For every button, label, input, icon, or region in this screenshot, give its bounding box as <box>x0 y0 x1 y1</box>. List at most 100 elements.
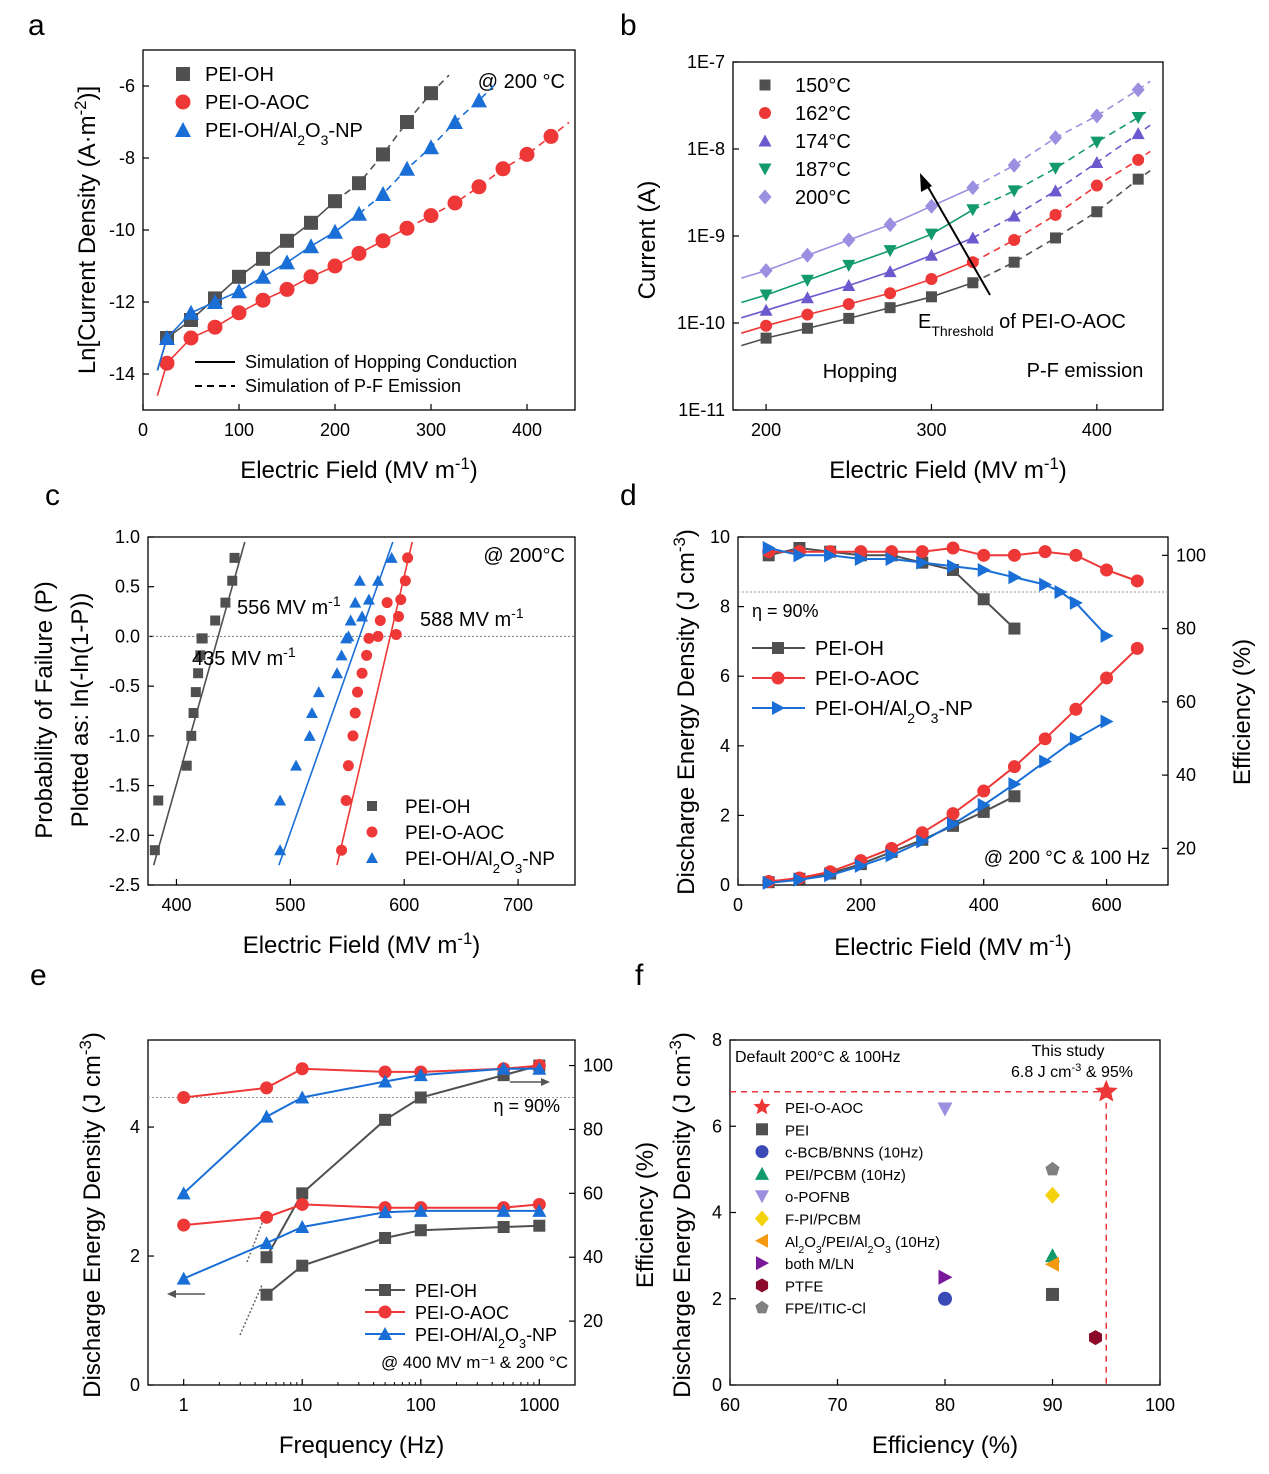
text-run: -3 <box>670 537 689 552</box>
data-point <box>966 231 980 244</box>
data-point <box>149 845 160 856</box>
data-point <box>279 281 295 297</box>
data-point <box>532 1061 547 1075</box>
data-point <box>190 687 201 698</box>
text-run: O <box>804 1234 816 1251</box>
data-point <box>344 614 357 626</box>
text-run: -1 <box>457 929 472 948</box>
data-point <box>305 706 318 718</box>
data-point <box>471 92 487 108</box>
data-point <box>824 548 838 563</box>
eta-label: η = 90% <box>752 601 819 621</box>
data-point <box>335 649 348 661</box>
data-point <box>843 312 855 324</box>
y-tick-label: 10 <box>710 527 730 547</box>
data-point <box>183 330 199 346</box>
plot-frame <box>737 536 1169 886</box>
data-point <box>1008 570 1022 585</box>
text-run: PEI-OH/Al <box>815 698 907 720</box>
data-point <box>375 233 391 249</box>
data-point <box>188 707 199 718</box>
data-point <box>1131 127 1145 140</box>
panel-f: 60 70 80 90 100 0 2 4 6 8 Efficiency (%) Discharge … <box>666 1030 1176 1459</box>
data-point <box>260 1081 274 1095</box>
y-tick-label: 1E-8 <box>687 139 725 159</box>
text-run: PEI-O-AOC <box>405 823 504 844</box>
text-run: Electric Field (MV m <box>829 457 1044 484</box>
text-run: PEI-O-AOC <box>785 1100 864 1117</box>
data-point <box>1008 233 1021 246</box>
weibull-fit-line <box>152 541 246 866</box>
text-run: PEI-O-AOC <box>205 92 309 114</box>
data-point <box>177 1091 191 1104</box>
text-run: & 95% <box>1081 1064 1133 1081</box>
legend-marker <box>755 1278 769 1293</box>
data-point <box>183 304 199 320</box>
legend-label: PEI-OH/Al2O3-NP <box>205 120 363 148</box>
text-run: Threshold <box>931 323 993 339</box>
data-point <box>181 760 192 771</box>
text-run: PEI-OH <box>405 797 470 818</box>
text-run: 588 MV m <box>420 609 511 631</box>
data-point <box>395 594 407 606</box>
data-point <box>1039 754 1053 769</box>
y-axis-right-title: Efficiency (%) <box>1229 639 1256 785</box>
x-axis-title: Electric Field (MV m-1) <box>834 931 1072 962</box>
y-tick-label: -2.5 <box>109 875 140 895</box>
y-tick-label: 8 <box>720 597 730 617</box>
x-tick-label: 10 <box>292 1395 312 1415</box>
data-point <box>1069 702 1083 716</box>
text-run: O <box>873 1234 885 1251</box>
text-run: both M/LN <box>785 1256 854 1273</box>
legend-label: PEI-OH <box>815 638 884 660</box>
data-point <box>447 114 463 129</box>
text-run: 2 <box>498 1337 505 1351</box>
data-point <box>916 555 930 570</box>
weibull-fit-line <box>278 541 394 866</box>
legend-marker <box>378 1327 392 1340</box>
x-axis-title: Efficiency (%) <box>872 1432 1018 1459</box>
breakdown-label: 588 MV m-1 <box>420 605 524 631</box>
panel-letter-e: e <box>30 959 47 992</box>
data-point <box>1046 1287 1059 1301</box>
data-point <box>883 265 897 278</box>
data-point <box>1007 209 1021 222</box>
data-point <box>274 844 287 856</box>
data-point <box>1045 1186 1060 1204</box>
legend-marker <box>758 163 772 176</box>
data-point <box>280 233 294 248</box>
y-tick-label: 1E-11 <box>678 400 725 420</box>
y-axis-title-2: Plotted as: ln(-ln(1-P)) <box>67 593 94 828</box>
data-point <box>255 268 271 284</box>
data-point <box>232 269 246 284</box>
y-tick-label: -12 <box>109 292 135 312</box>
data-point <box>842 259 856 272</box>
data-point <box>414 1091 427 1104</box>
data-point <box>1038 545 1052 559</box>
text-run: PEI-O-AOC <box>415 1303 509 1323</box>
text-run: -NP <box>522 849 555 870</box>
data-point <box>259 1109 274 1123</box>
panel-c: 400 500 600 700 -2.5 -2.0 -1.5 -1.0 -0.5 0.0 0.5 1.… <box>31 527 576 959</box>
y-tick-label: 0 <box>130 1375 140 1395</box>
text-run: PEI-OH/Al <box>415 1325 498 1345</box>
data-point <box>842 298 855 311</box>
data-point <box>153 795 164 806</box>
threshold-label: EThreshold of PEI-O-AOC <box>918 311 1126 339</box>
data-point <box>977 784 991 798</box>
data-point <box>193 668 204 679</box>
data-point <box>423 208 439 224</box>
data-point <box>378 1205 393 1219</box>
legend-label: 187°C <box>795 159 851 181</box>
text-run: Electric Field (MV m <box>240 457 455 484</box>
text-run: -3 <box>76 1040 95 1055</box>
data-point <box>374 615 386 627</box>
data-point <box>207 294 223 309</box>
legend-label: PEI-O-AOC <box>785 1100 864 1117</box>
data-point <box>824 868 838 883</box>
data-point <box>947 817 960 832</box>
data-point <box>352 176 366 191</box>
y-axis-title: Probability of Failure (P) <box>31 581 58 838</box>
data-point <box>938 1269 953 1285</box>
text-run: -NP <box>938 698 972 720</box>
